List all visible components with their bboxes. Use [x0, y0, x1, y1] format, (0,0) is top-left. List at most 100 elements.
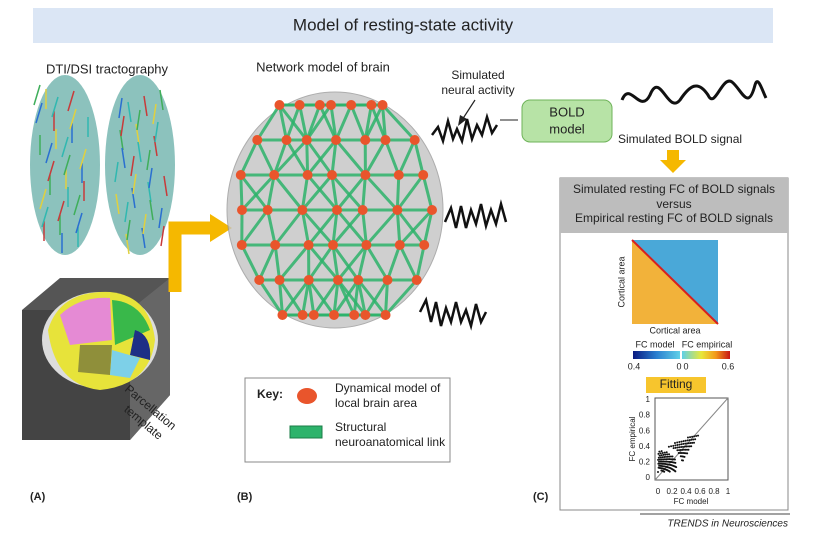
node [262, 205, 273, 215]
link [239, 174, 269, 211]
node [357, 205, 368, 215]
link [361, 209, 368, 246]
panel-a-title: DTI/DSI tractography [46, 61, 169, 76]
link [330, 174, 364, 211]
link [361, 174, 367, 211]
arrow-head [660, 160, 686, 173]
bold-model-label: model [549, 121, 585, 136]
fiber [35, 102, 43, 124]
link [274, 209, 304, 246]
fiber [119, 129, 124, 151]
fitting-box [646, 377, 706, 393]
tractography-image [30, 75, 175, 255]
fiber [45, 142, 53, 164]
link [257, 244, 277, 281]
scatter-dot [674, 446, 677, 449]
scatter-dot [678, 443, 681, 446]
link [305, 139, 310, 176]
link [273, 174, 304, 211]
scatter-dot [661, 460, 664, 463]
link [357, 279, 387, 316]
link [395, 174, 401, 211]
scatter-dot [687, 445, 690, 448]
fiber [41, 206, 49, 228]
node [269, 170, 280, 180]
scatter-dot [672, 447, 675, 450]
node [411, 275, 422, 285]
fiber [120, 115, 125, 137]
y-tick-label: 0.4 [639, 442, 651, 451]
comparison-text: Empirical resting FC of BOLD signals [575, 211, 773, 225]
panel-label: (A) [30, 491, 46, 503]
scatter-dot [662, 453, 665, 456]
fiber [39, 188, 47, 210]
key-label: Dynamical model of [335, 381, 441, 395]
key-label: Structural [335, 420, 386, 434]
matrix-y-label: Cortical area [616, 256, 626, 307]
link [266, 174, 276, 211]
colorbar-title: FC empirical [682, 339, 733, 349]
link [384, 279, 389, 316]
link [240, 173, 276, 212]
scatter-dot [657, 452, 660, 455]
title-bar [33, 8, 773, 43]
scatter-frame [654, 397, 729, 481]
node [366, 100, 377, 110]
bold-model-box [521, 99, 613, 143]
colorbar-tick: 0 [683, 361, 688, 371]
scatter-dot [658, 464, 661, 467]
scatter-dot [687, 448, 690, 451]
panel-label: (C) [533, 491, 549, 503]
scatter-dot [668, 453, 671, 456]
scatter-dot [669, 458, 672, 461]
node [346, 100, 357, 110]
scatter-dot [684, 439, 687, 442]
scatter-dot [678, 446, 681, 449]
fiber [137, 141, 142, 163]
link [306, 174, 339, 211]
panel-label: (B) [237, 491, 253, 503]
fiber [136, 109, 141, 131]
link [277, 104, 288, 141]
scatter-dot [665, 455, 668, 458]
link [352, 279, 360, 316]
node [274, 100, 285, 110]
fiber [146, 149, 151, 171]
scatter-dot [680, 451, 683, 454]
fiber [126, 219, 131, 241]
activity-label: neural activity [441, 83, 514, 97]
node [294, 100, 305, 110]
fiber [132, 173, 137, 195]
link [396, 174, 425, 211]
link [397, 139, 417, 176]
fiber [73, 194, 81, 216]
node [380, 310, 391, 320]
scatter-dot [681, 445, 684, 448]
link [364, 279, 389, 316]
x-tick-label: 0 [656, 487, 661, 496]
link [273, 244, 282, 281]
scatter-dot [657, 462, 660, 465]
arrow [461, 99, 476, 121]
y-tick-label: 0.8 [639, 411, 651, 420]
node [419, 240, 430, 250]
link [331, 209, 339, 246]
fiber [163, 175, 168, 197]
link [331, 209, 364, 246]
scatter-dot [688, 439, 691, 442]
scatter-dot [684, 442, 687, 445]
node [297, 205, 308, 215]
y-tick-label: 0.2 [639, 458, 651, 467]
link [312, 279, 340, 316]
scatter-dot [664, 453, 667, 456]
scatter-dot [689, 436, 692, 439]
link [307, 279, 316, 316]
neural-wave [443, 199, 508, 231]
scatter-dot [672, 444, 675, 447]
link [278, 279, 304, 316]
fiber [131, 187, 136, 209]
link [384, 139, 401, 176]
link [381, 104, 387, 141]
link [356, 244, 368, 281]
colorbar-model [633, 351, 680, 359]
